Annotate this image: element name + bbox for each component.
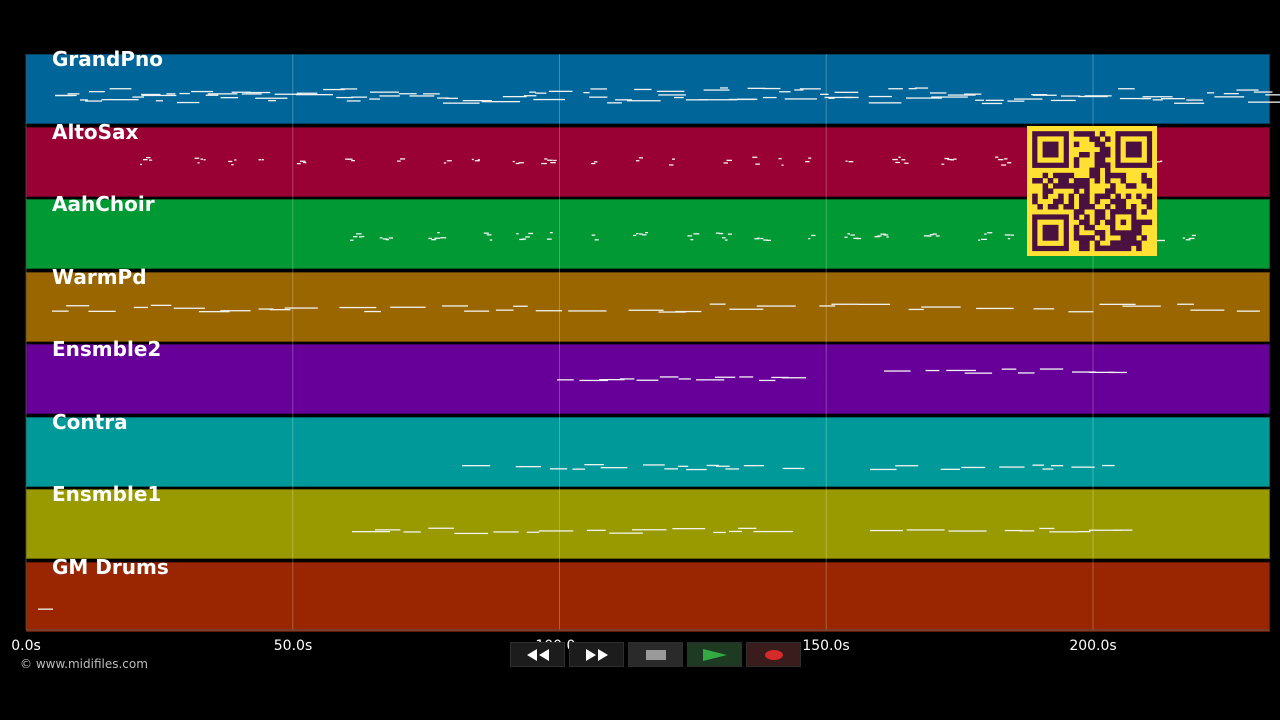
play-icon <box>702 648 727 661</box>
qr-code-image <box>1027 126 1157 256</box>
track-label: GM Drums <box>52 554 169 579</box>
track-warmpd[interactable]: WarmPd <box>26 265 1270 342</box>
rewind-icon <box>526 648 549 661</box>
track-contra[interactable]: Contra <box>26 410 1270 487</box>
track-label: AahChoir <box>52 192 155 216</box>
track-label: AltoSax <box>52 119 139 144</box>
track-label: Ensmble2 <box>52 337 162 361</box>
stop-button[interactable] <box>628 642 683 667</box>
record-icon <box>764 649 783 660</box>
track-label: Contra <box>52 409 128 434</box>
track-ensmble2[interactable]: Ensmble2 <box>26 337 1270 414</box>
track-grandpno[interactable]: GrandPno <box>26 47 1270 124</box>
track-label: GrandPno <box>52 47 163 71</box>
transport-controls <box>510 642 801 667</box>
track-label: WarmPd <box>52 264 147 289</box>
time-tick-label: 200.0s <box>1069 638 1117 654</box>
stop-icon <box>645 649 666 660</box>
track-label: Ensmble1 <box>52 482 162 506</box>
rewind-button[interactable] <box>510 642 565 667</box>
time-tick-label: 50.0s <box>273 638 313 654</box>
fast-forward-button[interactable] <box>569 642 624 667</box>
time-tick-label: 0.0s <box>11 638 41 654</box>
copyright-text: © www.midifiles.com <box>20 657 148 671</box>
time-tick-label: 150.0s <box>802 638 850 654</box>
play-button[interactable] <box>687 642 742 667</box>
fast-forward-icon <box>585 648 608 661</box>
track-ensmble1[interactable]: Ensmble1 <box>26 482 1270 559</box>
record-button[interactable] <box>746 642 801 667</box>
track-gm-drums[interactable]: GM Drums <box>26 555 1270 632</box>
